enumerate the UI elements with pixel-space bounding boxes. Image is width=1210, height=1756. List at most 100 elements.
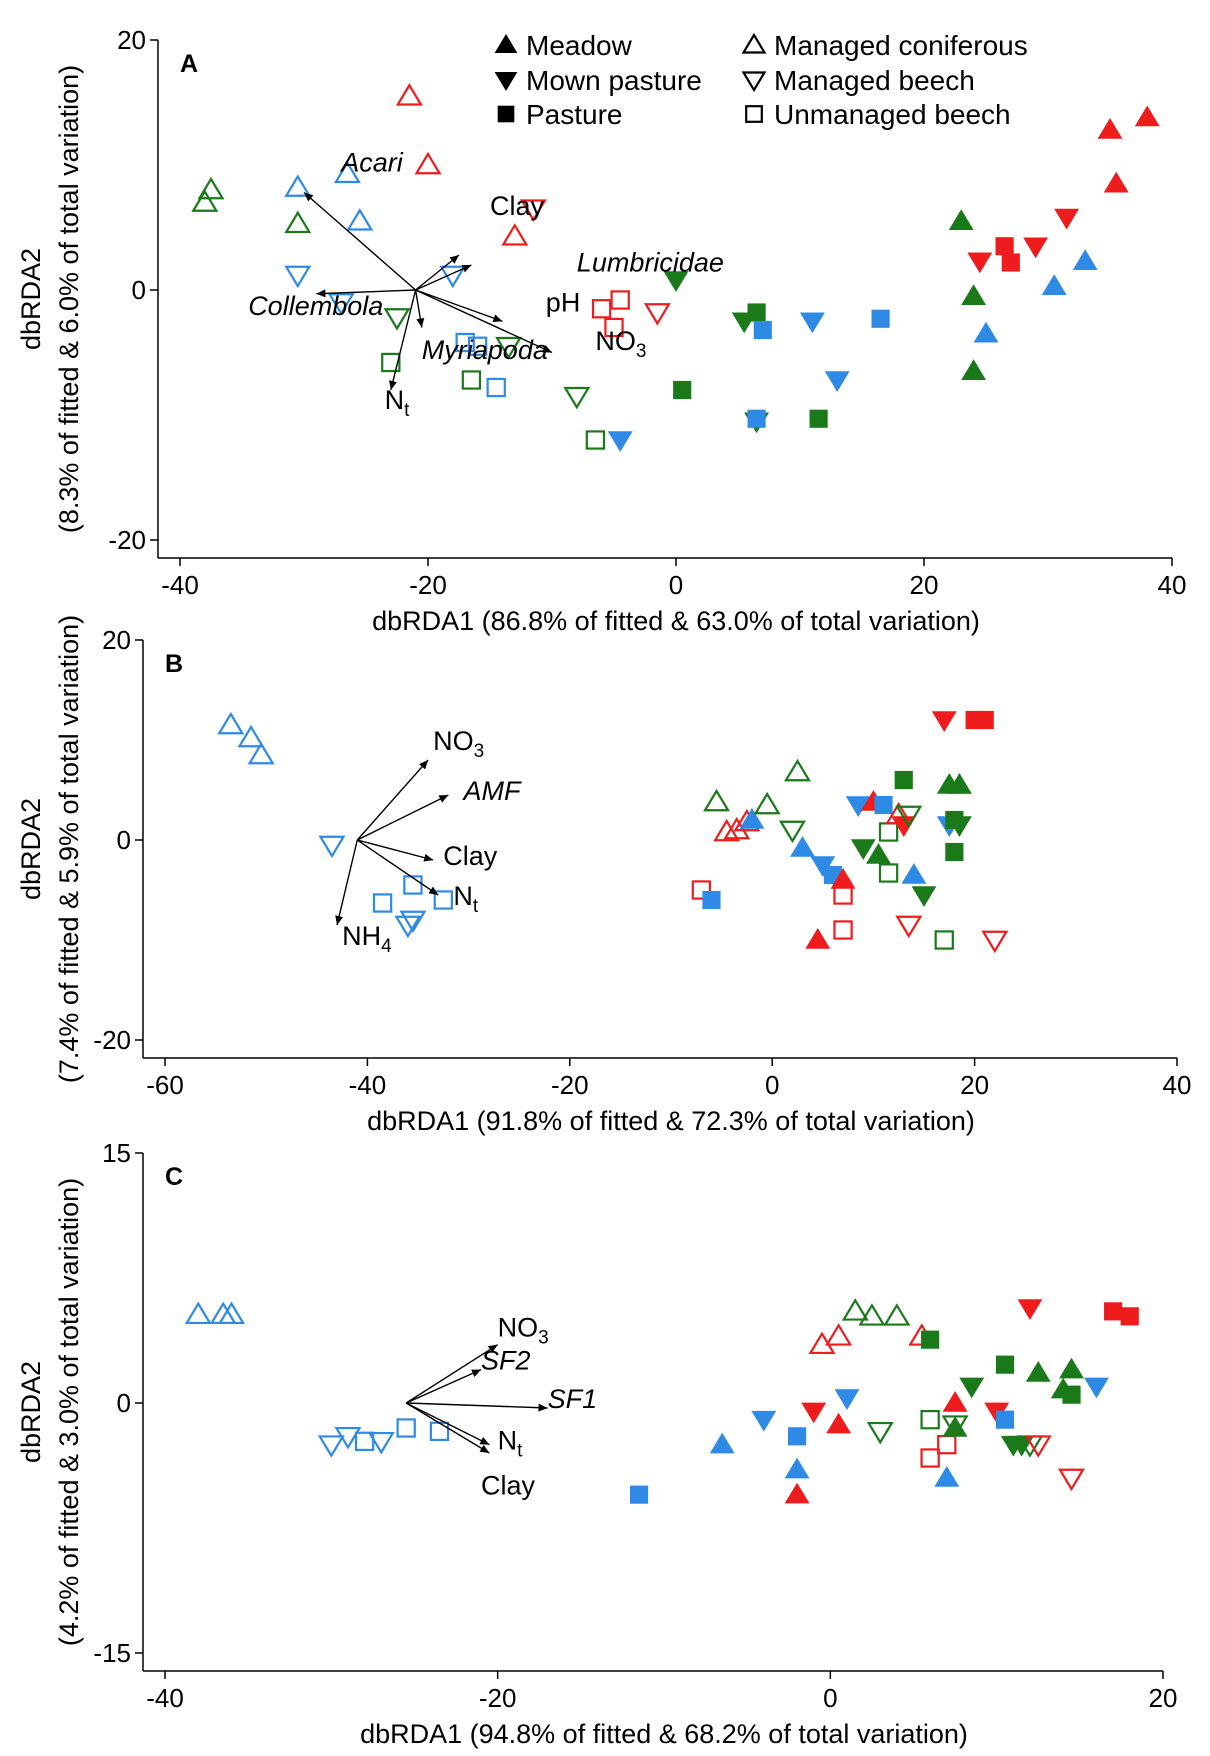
data-point: [1058, 1468, 1086, 1492]
data-point: [959, 1377, 985, 1399]
data-point: [920, 1409, 940, 1430]
vector-label: NH4: [342, 921, 392, 957]
vector-label: NO3: [498, 1312, 549, 1348]
data-point: [895, 805, 923, 829]
data-point: [787, 1427, 807, 1446]
vector-clay: [415, 254, 460, 291]
data-point: [805, 928, 831, 949]
data-point: [883, 1303, 911, 1326]
data-point: [1001, 253, 1020, 272]
legend-item: Managed beech: [741, 65, 975, 96]
vector-arrowhead: [416, 317, 425, 328]
data-point: [753, 320, 772, 340]
data-point: [942, 1391, 968, 1412]
y-tick-label: 0: [117, 825, 131, 855]
data-point: [825, 1323, 853, 1346]
data-point: [878, 822, 899, 842]
data-point: [519, 199, 547, 222]
data-points: [184, 1298, 1139, 1504]
data-point: [850, 839, 876, 860]
vector-arrowhead: [428, 886, 439, 895]
x-tick-label: 0: [669, 570, 683, 600]
vector-arrowhead: [423, 853, 434, 862]
data-point: [808, 1331, 836, 1355]
y-axis-title: dbRDA2: [16, 798, 46, 900]
chart-panels: -20 0 20 -40 -20 0 20 40 dbRDA1 (86.8% of fitted…: [16, 25, 1191, 1749]
data-point: [934, 930, 954, 950]
data-point: [784, 1457, 810, 1479]
data-point: [1054, 208, 1080, 230]
data-point: [920, 1448, 940, 1468]
data-point: [495, 336, 523, 360]
data-point: [218, 1301, 246, 1325]
legend-label: Mown pasture: [526, 65, 702, 96]
legend-label: Pasture: [526, 99, 623, 130]
data-point: [394, 915, 422, 939]
y-axis-subtitle: (7.4% of fitted & 5.9% of total variatio…: [54, 615, 84, 1083]
panel-letter: B: [165, 650, 183, 678]
legend-marker: [494, 72, 518, 91]
vector-label: NO3: [595, 326, 646, 362]
data-point: [372, 893, 393, 913]
legend-item: Mown pasture: [494, 65, 702, 96]
vector-label: NO3: [433, 726, 484, 762]
vector-arrowhead: [487, 1344, 498, 1353]
data-point: [383, 308, 411, 331]
data-point: [833, 885, 853, 905]
data-point: [1024, 1435, 1052, 1458]
data-point: [713, 818, 741, 842]
vector-clay: [357, 839, 434, 861]
vector-arrowhead: [419, 760, 429, 770]
x-tick-label: 20: [910, 570, 939, 600]
data-point: [995, 1410, 1015, 1429]
data-point: [858, 1303, 886, 1326]
biplot-vectors: Acari Clay Lumbricidae pH NO3 Collembola Myria…: [248, 147, 724, 421]
data-point: [346, 208, 374, 231]
vector-nt: [356, 839, 439, 896]
data-point: [1023, 237, 1049, 259]
x-tick-label: 20: [960, 1070, 989, 1100]
vector-label: Acari: [339, 147, 404, 177]
y-tick-label: -20: [108, 525, 146, 555]
vector-label: Collembola: [248, 291, 383, 321]
y-tick-label: -20: [93, 1025, 131, 1055]
vector-nt: [390, 289, 417, 391]
vector-acari: [303, 191, 417, 291]
vector-label: Nt: [385, 385, 411, 421]
panel-letter: A: [180, 50, 198, 78]
data-point: [739, 808, 765, 829]
data-point: [399, 910, 427, 934]
data-point: [403, 875, 423, 895]
data-point: [942, 1416, 968, 1437]
data-point: [396, 1418, 416, 1438]
data-point: [799, 312, 825, 334]
x-axis-title: dbRDA1 (91.8% of fitted & 72.3% of total…: [367, 1106, 975, 1136]
data-point: [1025, 1361, 1051, 1382]
data-point: [1134, 105, 1160, 127]
data-point: [911, 886, 937, 907]
data-points: [217, 710, 1009, 954]
data-point: [607, 431, 633, 452]
data-point: [1017, 1299, 1043, 1320]
vector-arrowhead: [438, 795, 449, 803]
data-point: [866, 1421, 894, 1445]
data-point: [1097, 118, 1123, 139]
data-point: [967, 252, 993, 274]
y-tick-label: -15: [93, 1638, 131, 1668]
data-point: [895, 915, 923, 939]
data-point: [643, 303, 671, 326]
data-point: [753, 791, 781, 815]
data-point: [629, 1485, 649, 1504]
data-point: [784, 758, 811, 782]
data-point: [1104, 1302, 1123, 1321]
vector-nt: [405, 1402, 490, 1446]
legend-label: Unmanaged beech: [774, 99, 1011, 130]
legend-item: Meadow: [494, 30, 633, 61]
data-point: [429, 1421, 450, 1442]
x-axis-title: dbRDA1 (94.8% of fitted & 68.2% of total…: [360, 1719, 968, 1749]
x-tick-label: 40: [1163, 1070, 1192, 1100]
legend-label: Meadow: [526, 30, 633, 61]
data-point: [501, 223, 529, 246]
data-point: [894, 770, 913, 790]
